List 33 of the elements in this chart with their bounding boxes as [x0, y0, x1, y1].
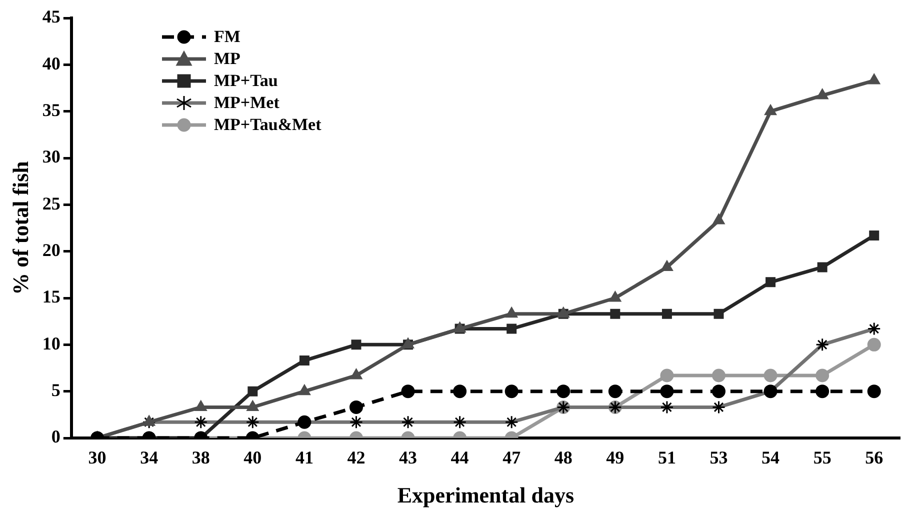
x-tick-label: 53	[710, 447, 728, 468]
y-tick-label: 15	[42, 286, 60, 307]
x-tick-label: 55	[813, 447, 832, 468]
x-tick-label: 47	[502, 447, 521, 468]
y-tick-label: 40	[42, 53, 60, 74]
y-axis-title: % of total fish	[8, 161, 33, 295]
x-tick-label: 56	[865, 447, 884, 468]
x-tick-label: 40	[244, 447, 262, 468]
y-tick-label: 10	[42, 333, 60, 354]
y-tick-label: 25	[42, 193, 60, 214]
x-tick-label: 44	[450, 447, 469, 468]
legend-label: FM	[214, 26, 240, 48]
x-tick-label: 34	[140, 447, 158, 468]
x-tick-label: 38	[192, 447, 210, 468]
legend-label: MP+Tau&Met	[214, 114, 322, 136]
x-axis-title: Experimental days	[397, 482, 574, 508]
y-tick-label: 35	[42, 100, 60, 120]
x-tick-label: 42	[347, 447, 366, 468]
x-tick-label: 51	[658, 447, 676, 468]
y-tick-label: 20	[42, 240, 60, 260]
x-tick-label: 49	[606, 447, 624, 468]
y-tick-label: 0	[51, 426, 60, 447]
legend-label: MP+Met	[214, 92, 280, 114]
legend-label: MP	[214, 48, 240, 70]
y-tick-label: 45	[42, 6, 60, 27]
x-tick-label: 30	[88, 447, 106, 468]
y-tick-label: 5	[51, 380, 60, 400]
x-tick-label: 41	[295, 447, 314, 468]
x-tick-label: 48	[554, 447, 572, 468]
y-tick-label: 30	[42, 146, 60, 167]
x-tick-label: 54	[762, 447, 780, 468]
legend-label: MP+Tau	[214, 70, 278, 92]
x-tick-label: 43	[399, 447, 418, 468]
